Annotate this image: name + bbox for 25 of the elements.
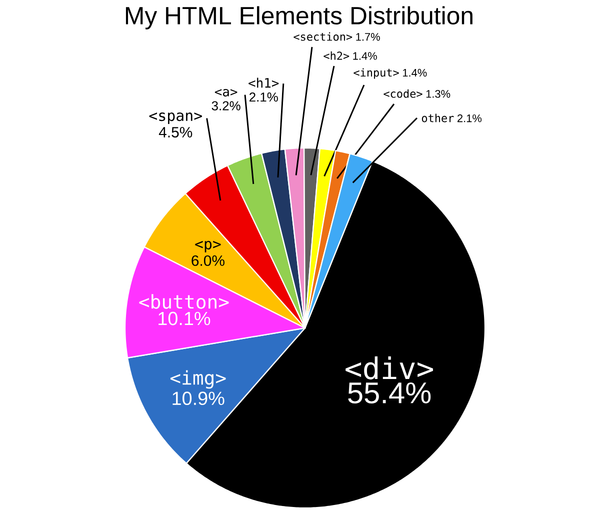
data-label: 10.9% (172, 392, 224, 406)
data-label: 1.7% (356, 33, 380, 41)
data-label: 55.4% (348, 382, 431, 404)
data-label: 3.2% (212, 101, 240, 110)
slice-label: <img> (170, 370, 226, 389)
slice-label: <code> (384, 89, 422, 98)
slice-label: <a> (214, 89, 238, 96)
data-label: 4.5% (158, 127, 192, 138)
slice-label: <input> (354, 68, 399, 79)
slice-label: <h1> (248, 78, 279, 88)
slice-label: <span> (149, 112, 202, 124)
data-label: 6.0% (192, 255, 224, 266)
slice-label: <div> (346, 356, 434, 380)
slice-label: <section> (294, 32, 352, 41)
data-label: 2.1% (458, 114, 482, 122)
slice-label: <p> (195, 240, 221, 252)
slice-label: <h2> (324, 51, 350, 60)
data-label: 10.1% (158, 312, 210, 326)
slice-label: other (422, 114, 454, 122)
data-label: 1.3% (426, 90, 450, 98)
slice-label: <button> (139, 294, 229, 309)
data-label: 1.4% (353, 52, 377, 60)
data-label: 1.4% (402, 68, 427, 77)
chart-title: My HTML Elements Distribution (126, 6, 472, 30)
data-label: 2.1% (250, 92, 278, 102)
